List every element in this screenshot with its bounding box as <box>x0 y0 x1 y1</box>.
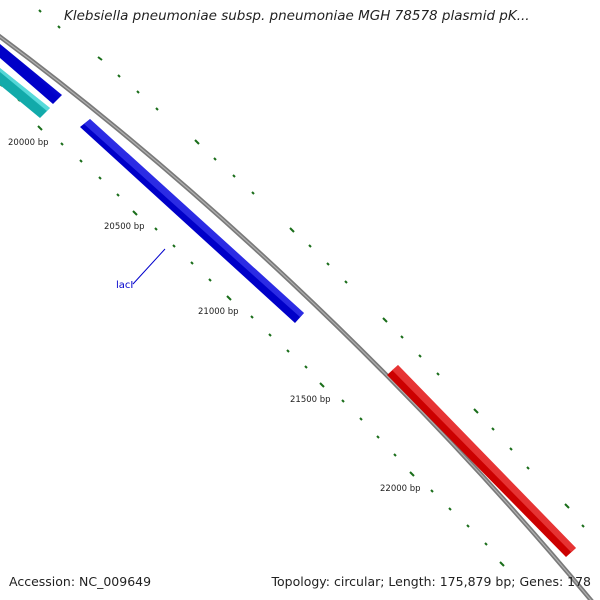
red-feature-highlight <box>392 365 576 552</box>
position-label: 20000 bp <box>8 138 49 148</box>
position-labels: 20000 bp 20500 bp 21000 bp 21500 bp 2200… <box>8 138 421 494</box>
lacI-feature-highlight <box>84 119 304 317</box>
position-label: 21500 bp <box>290 395 331 405</box>
gene-label-lacI[interactable]: lacI <box>116 280 133 291</box>
cyan-feature-edge <box>0 68 50 111</box>
position-label: 21000 bp <box>198 307 239 317</box>
position-label: 22000 bp <box>380 484 421 494</box>
position-label: 20500 bp <box>104 222 145 232</box>
summary-text: Topology: circular; Length: 175,879 bp; … <box>271 574 592 589</box>
lacI-leader-line <box>132 248 166 285</box>
outer-tick-ring <box>38 9 585 528</box>
map-title: Klebsiella pneumoniae subsp. pneumoniae … <box>64 8 530 24</box>
inner-tick-ring <box>0 83 505 567</box>
backbone-arc-highlight <box>0 35 592 600</box>
feature-arrows <box>0 44 576 557</box>
blue-feature-upper[interactable] <box>0 44 62 104</box>
accession-text: Accession: NC_009649 <box>9 574 152 589</box>
